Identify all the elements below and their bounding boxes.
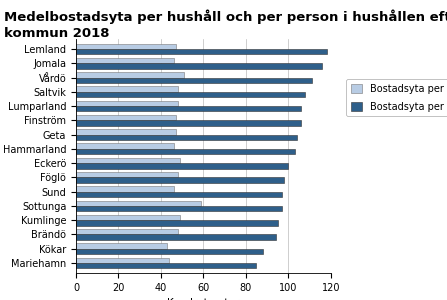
Bar	[76, 163, 288, 169]
Bar	[76, 263, 257, 268]
Text: Medelbostadsyta per hushåll och per person i hushållen efter
kommun 2018: Medelbostadsyta per hushåll och per pers…	[4, 9, 447, 40]
Bar	[76, 249, 263, 254]
Bar	[76, 44, 176, 49]
Bar	[76, 243, 167, 249]
Bar	[76, 129, 176, 135]
Bar	[76, 220, 278, 226]
Bar	[76, 77, 312, 83]
Bar	[76, 206, 282, 211]
Bar	[76, 100, 178, 106]
Bar	[76, 258, 169, 263]
Bar	[76, 158, 180, 163]
Bar	[76, 120, 301, 126]
Bar	[76, 149, 295, 154]
X-axis label: Kvadratmeter: Kvadratmeter	[167, 298, 240, 300]
Bar	[76, 115, 176, 120]
Bar	[76, 58, 173, 63]
Bar	[76, 229, 178, 235]
Bar	[76, 215, 180, 220]
Bar	[76, 106, 301, 112]
Bar	[76, 63, 322, 69]
Bar	[76, 72, 184, 77]
Bar	[76, 192, 282, 197]
Bar	[76, 143, 173, 149]
Bar	[76, 177, 284, 183]
Bar	[76, 86, 178, 92]
Bar	[76, 172, 178, 177]
Bar	[76, 200, 201, 206]
Bar	[76, 135, 297, 140]
Bar	[76, 235, 275, 240]
Bar	[76, 92, 305, 97]
Legend: Bostadsyta per person, Bostadsyta per hushåll: Bostadsyta per person, Bostadsyta per hu…	[346, 79, 447, 116]
Bar	[76, 186, 173, 192]
Bar	[76, 49, 326, 54]
